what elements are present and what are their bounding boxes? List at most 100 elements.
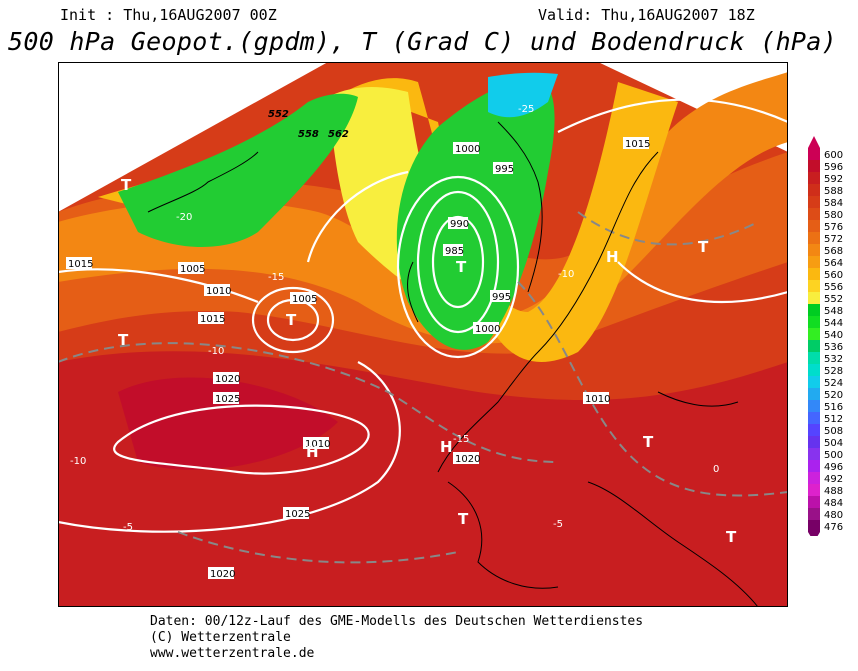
svg-text:1020: 1020 <box>210 569 235 580</box>
svg-text:1010: 1010 <box>206 286 231 297</box>
legend-label: 532 <box>824 354 843 365</box>
svg-text:995: 995 <box>492 292 511 303</box>
legend-swatch <box>808 400 820 412</box>
isobar-label: 1015 <box>623 137 650 150</box>
svg-text:1010: 1010 <box>585 394 610 405</box>
isobar-label: 995 <box>490 290 511 303</box>
legend-swatch <box>808 148 820 160</box>
low-center: T <box>698 238 709 256</box>
legend-swatch <box>808 316 820 328</box>
pressure-centers: T T T T T T T T H H H <box>118 176 737 546</box>
legend-label: 512 <box>824 414 843 425</box>
legend-label: 540 <box>824 330 843 341</box>
legend-label: 564 <box>824 258 843 269</box>
field-560 <box>98 78 678 362</box>
low-center: T <box>286 311 297 329</box>
isobar-label: 1015 <box>66 257 93 270</box>
isotherm-label: -10 <box>558 269 574 280</box>
legend-swatch <box>808 292 820 304</box>
isobar-label: 1025 <box>213 392 240 405</box>
outside-domain-nw <box>58 62 328 212</box>
isobar-label: 1020 <box>208 567 235 580</box>
isotherm-label: -10 <box>70 456 86 467</box>
isotherm-label: -15 <box>268 272 284 283</box>
legend-swatch <box>808 208 820 220</box>
legend-label: 580 <box>824 210 843 221</box>
isotherm-label: -25 <box>518 104 534 115</box>
legend-swatch <box>808 340 820 352</box>
low-center: T <box>458 510 469 528</box>
legend-label: 572 <box>824 234 843 245</box>
legend-label: 596 <box>824 162 843 173</box>
legend-label: 536 <box>824 342 843 353</box>
svg-text:1025: 1025 <box>215 394 240 405</box>
svg-text:1000: 1000 <box>455 144 480 155</box>
isobar-label: 1010 <box>303 437 330 450</box>
isotherm-label: -20 <box>176 212 192 223</box>
svg-text:990: 990 <box>450 219 469 230</box>
legend-swatch <box>808 160 820 172</box>
isobar-label: 995 <box>493 162 514 175</box>
geopotential-label: 552 <box>268 109 289 120</box>
legend-swatch <box>808 244 820 256</box>
legend-label: 476 <box>824 522 843 533</box>
isobar-label: 1000 <box>453 142 480 155</box>
isobar-label: 1020 <box>213 372 240 385</box>
legend-label: 488 <box>824 486 843 497</box>
legend-swatch <box>808 460 820 472</box>
low-center: T <box>456 258 467 276</box>
svg-text:1015: 1015 <box>200 314 225 325</box>
field-548-west <box>118 93 358 247</box>
svg-text:1015: 1015 <box>625 139 650 150</box>
legend-swatch <box>808 268 820 280</box>
footer-data-source: Daten: 00/12z-Lauf des GME-Modells des D… <box>150 614 644 629</box>
legend-label: 508 <box>824 426 843 437</box>
legend-swatch <box>808 424 820 436</box>
svg-text:995: 995 <box>495 164 514 175</box>
chart-title: 500 hPa Geopot.(gpdm), T (Grad C) und Bo… <box>8 27 837 56</box>
legend-swatch <box>808 172 820 184</box>
weather-map: 1000 1000 1005 1005 1010 1010 1010 1015 … <box>58 62 788 607</box>
legend-label: 584 <box>824 198 843 209</box>
legend-label: 560 <box>824 270 843 281</box>
high-center: H <box>306 443 319 461</box>
isobar-label: 1010 <box>204 284 231 297</box>
valid-time: Valid: Thu,16AUG2007 18Z <box>538 6 755 24</box>
legend-label: 552 <box>824 294 843 305</box>
legend-swatch <box>808 520 820 532</box>
legend-swatch <box>808 364 820 376</box>
legend-label: 524 <box>824 378 843 389</box>
legend-swatch <box>808 220 820 232</box>
geopotential-labels: 552 558 562 <box>268 109 349 140</box>
legend-swatch <box>808 436 820 448</box>
legend-swatch <box>808 508 820 520</box>
pressure-labels: 1000 1000 1005 1005 1010 1010 1010 1015 … <box>66 137 650 580</box>
coastlines <box>147 121 759 607</box>
legend-label: 588 <box>824 186 843 197</box>
isotherm-label: 0 <box>713 464 719 475</box>
isotherms <box>58 211 788 564</box>
field-596 <box>118 377 338 470</box>
legend-swatch <box>808 328 820 340</box>
legend-label: 492 <box>824 474 843 485</box>
legend-swatch <box>808 496 820 508</box>
svg-text:1005: 1005 <box>180 264 205 275</box>
isotherm-label: -10 <box>208 346 224 357</box>
map-frame <box>58 62 788 607</box>
footer-copyright: (C) Wetterzentrale <box>150 630 291 645</box>
legend-swatch <box>808 304 820 316</box>
legend-label: 504 <box>824 438 843 449</box>
svg-text:1015: 1015 <box>68 259 93 270</box>
legend-swatch <box>808 184 820 196</box>
legend-swatch <box>808 388 820 400</box>
svg-text:985: 985 <box>445 246 464 257</box>
legend-swatch <box>808 412 820 424</box>
legend-label: 556 <box>824 282 843 293</box>
isobar-label: 1005 <box>290 292 317 305</box>
legend-label: 500 <box>824 450 843 461</box>
svg-text:1005: 1005 <box>292 294 317 305</box>
legend-swatch <box>808 376 820 388</box>
geopotential-label: 558 <box>298 129 319 140</box>
isotherm-label: -5 <box>553 519 563 530</box>
legend-label: 576 <box>824 222 843 233</box>
